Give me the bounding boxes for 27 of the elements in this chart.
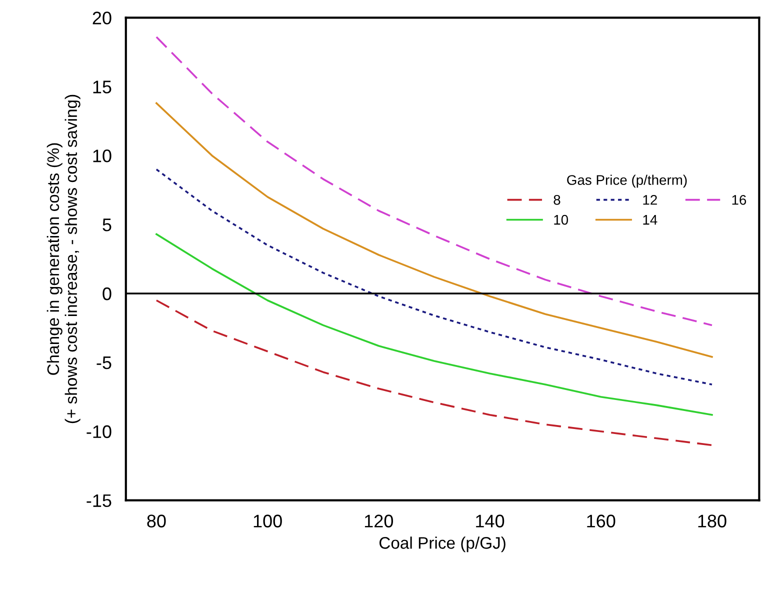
y-axis-title: Change in generation costs (%) (+ shows cost increase, - shows cost saving) (46, 94, 80, 424)
line-series (156, 36, 713, 326)
legend-label: 12 (643, 194, 657, 205)
y-tick-label: -5 (96, 356, 112, 370)
y-tick-label: 20 (92, 12, 112, 24)
x-tick-label: 160 (587, 514, 616, 528)
legend-label: 16 (732, 194, 746, 205)
x-axis-title: Coal Price (p/GJ) (379, 536, 506, 552)
y-tick-label: 5 (102, 218, 112, 232)
y-tick-label: -10 (86, 425, 112, 438)
legend-label: 8 (554, 194, 560, 205)
x-tick-label: 80 (147, 514, 166, 528)
y-tick-label: 0 (102, 287, 112, 300)
legend-label: 14 (643, 215, 658, 225)
x-tick-label: 140 (476, 514, 504, 528)
x-tick-label: 120 (364, 514, 394, 528)
y-tick-label: 10 (93, 150, 112, 162)
x-tick-label: 180 (698, 514, 726, 528)
legend-label: 10 (554, 214, 568, 225)
line-series (156, 233, 713, 416)
line-series (156, 168, 713, 386)
y-tick-label: 15 (93, 80, 112, 94)
line-series (156, 102, 713, 358)
y-tick-label: -15 (86, 494, 112, 508)
legend-title: Gas Price (p/therm) (567, 174, 687, 188)
x-tick-label: 100 (254, 514, 282, 528)
line-series (156, 299, 713, 446)
